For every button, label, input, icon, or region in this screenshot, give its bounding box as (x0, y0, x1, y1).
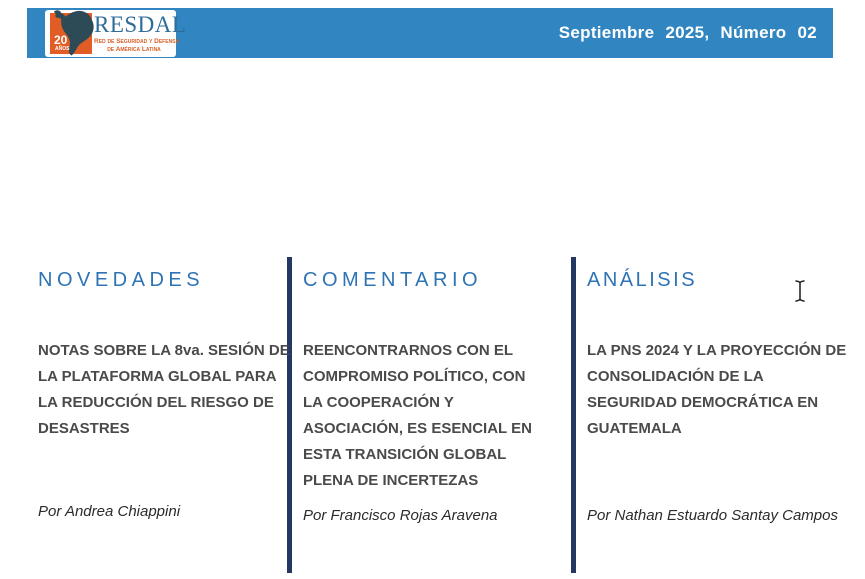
section-heading-novedades: NOVEDADES (38, 269, 205, 291)
header-bar: 20 años RESDAL Red de Seguridad y Defens… (27, 8, 833, 58)
column-novedades: NOVEDADES NOTAS SOBRE LA 8va. SESIÓN DE … (38, 257, 290, 573)
logo-text: RESDAL Red de Seguridad y Defensa de Amé… (94, 12, 187, 53)
logo-tagline-line2: de América Latina (107, 45, 161, 53)
column-divider (287, 257, 292, 573)
section-heading-analisis: ANÁLISIS (587, 269, 698, 291)
logo-badge-number: 20 (54, 33, 68, 47)
article-author-analisis: Por Nathan Estuardo Santay Campos (587, 507, 838, 524)
article-title-novedades: NOTAS SOBRE LA 8va. SESIÓN DE LA PLATAFO… (38, 342, 290, 437)
resdal-logo: 20 años RESDAL Red de Seguridad y Defens… (45, 10, 187, 57)
south-america-map-icon (54, 10, 94, 56)
issue-date-label: Septiembre 2025, Número 02 (558, 23, 817, 42)
column-comentario: COMENTARIO REENCONTRARNOS CON EL COMPROM… (303, 257, 563, 573)
logo-tagline-line1: Red de Seguridad y Defensa (94, 38, 180, 45)
logo-badge-caption: años (55, 46, 70, 52)
article-author-comentario: Por Francisco Rojas Aravena (303, 507, 498, 524)
logo-brand-name: RESDAL (94, 12, 187, 37)
article-author-novedades: Por Andrea Chiappini (38, 503, 181, 520)
column-analisis: ANÁLISIS LA PNS 2024 Y LA PROYECCIÓN DE … (587, 257, 865, 573)
article-title-analisis: LA PNS 2024 Y LA PROYECCIÓN DE CONSOLIDA… (587, 342, 847, 437)
article-title-comentario: REENCONTRARNOS CON EL COMPROMISO POLÍTIC… (303, 342, 532, 489)
section-heading-comentario: COMENTARIO (303, 269, 483, 291)
column-divider (571, 257, 576, 573)
